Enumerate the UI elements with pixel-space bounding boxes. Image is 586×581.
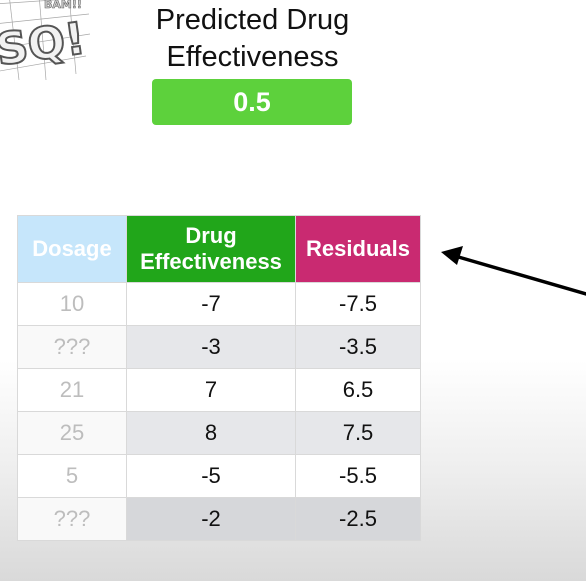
residuals-header: Residuals: [295, 215, 421, 283]
dosage-cell: 21: [17, 368, 127, 412]
predicted-value-box: 0.5: [152, 79, 352, 125]
effectiveness-cell: -2: [126, 497, 296, 541]
drug-header-line-2: Effectiveness: [140, 249, 282, 274]
dosage-cell: 10: [17, 282, 127, 326]
residuals-table: Dosage Drug Effectiveness Residuals 10 -…: [17, 215, 421, 541]
dosage-cell: 25: [17, 411, 127, 455]
residual-cell: -7.5: [295, 282, 421, 326]
table-header-row: Dosage Drug Effectiveness Residuals: [17, 215, 421, 283]
statquest-logo: BAM!! SQ!: [0, 0, 91, 80]
dosage-cell: ???: [17, 497, 127, 541]
effectiveness-cell: -5: [126, 454, 296, 498]
table-row: 5 -5 -5.5: [17, 454, 421, 498]
table-row: 25 8 7.5: [17, 411, 421, 455]
title-line-1: Predicted Drug: [155, 4, 350, 36]
svg-text:BAM!!: BAM!!: [44, 0, 82, 11]
residual-cell: -5.5: [295, 454, 421, 498]
effectiveness-cell: 7: [126, 368, 296, 412]
effectiveness-cell: 8: [126, 411, 296, 455]
dosage-cell: 5: [17, 454, 127, 498]
dosage-cell: ???: [17, 325, 127, 369]
drug-effectiveness-header: Drug Effectiveness: [126, 215, 296, 283]
table-row: ??? -3 -3.5: [17, 325, 421, 369]
residual-cell: -2.5: [295, 497, 421, 541]
residual-cell: 7.5: [295, 411, 421, 455]
residual-cell: -3.5: [295, 325, 421, 369]
predicted-value: 0.5: [233, 86, 271, 117]
residual-cell: 6.5: [295, 368, 421, 412]
table-row: 10 -7 -7.5: [17, 282, 421, 326]
table-row: ??? -2 -2.5: [17, 497, 421, 541]
effectiveness-cell: -7: [126, 282, 296, 326]
drug-header-line-1: Drug: [185, 223, 237, 248]
table-row: 21 7 6.5: [17, 368, 421, 412]
effectiveness-cell: -3: [126, 325, 296, 369]
page-title: Predicted Drug Effectiveness: [110, 2, 395, 76]
title-line-2: Effectiveness: [166, 41, 339, 73]
dosage-header: Dosage: [17, 215, 127, 283]
